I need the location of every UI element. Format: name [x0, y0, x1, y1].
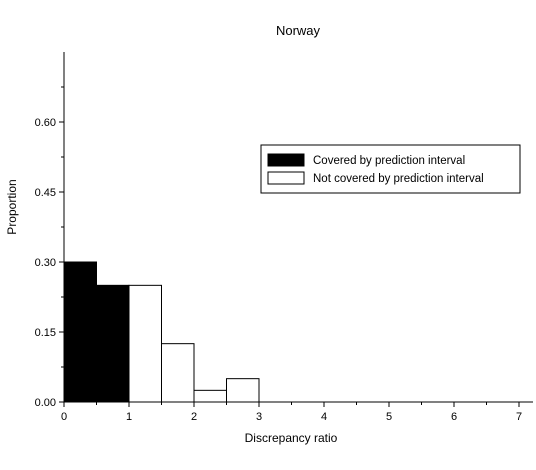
x-tick-label-7: 7 [516, 411, 522, 423]
chart-title: Norway [276, 23, 321, 38]
legend-label-covered: Covered by prediction interval [313, 155, 465, 167]
x-tick-label-5: 5 [386, 411, 392, 423]
y-tick-label-3: 0.45 [35, 187, 56, 199]
x-tick-label-4: 4 [321, 411, 327, 423]
bar-covered-1 [96, 284, 130, 403]
y-tick-label-2: 0.30 [35, 257, 56, 269]
y-tick-label-1: 0.15 [35, 327, 56, 339]
legend-swatch-not-covered [267, 171, 305, 185]
bar-covered-0 [63, 261, 97, 403]
bar-not-covered-2 [193, 389, 227, 403]
bars-group [63, 261, 260, 403]
ticks-group: 0 1 2 3 4 5 6 7 0.00 0.15 0.30 0.45 0.60 [35, 86, 522, 423]
y-axis-title: Proportion [5, 179, 19, 234]
y-tick-label-4: 0.60 [35, 117, 56, 129]
legend-swatch-covered [267, 153, 305, 167]
x-tick-label-6: 6 [451, 411, 457, 423]
y-tick-label-0: 0.00 [35, 397, 56, 409]
x-axis-title: Discrepancy ratio [245, 431, 338, 445]
bar-not-covered-3 [226, 378, 260, 403]
x-tick-label-0: 0 [61, 411, 67, 423]
bar-not-covered-0 [128, 284, 162, 403]
x-tick-label-1: 1 [126, 411, 132, 423]
x-tick-label-2: 2 [191, 411, 197, 423]
x-tick-label-3: 3 [256, 411, 262, 423]
legend: Covered by prediction interval Not cover… [260, 144, 521, 194]
bar-not-covered-1 [161, 343, 195, 403]
legend-box [260, 144, 521, 194]
legend-label-not-covered: Not covered by prediction interval [313, 173, 484, 185]
